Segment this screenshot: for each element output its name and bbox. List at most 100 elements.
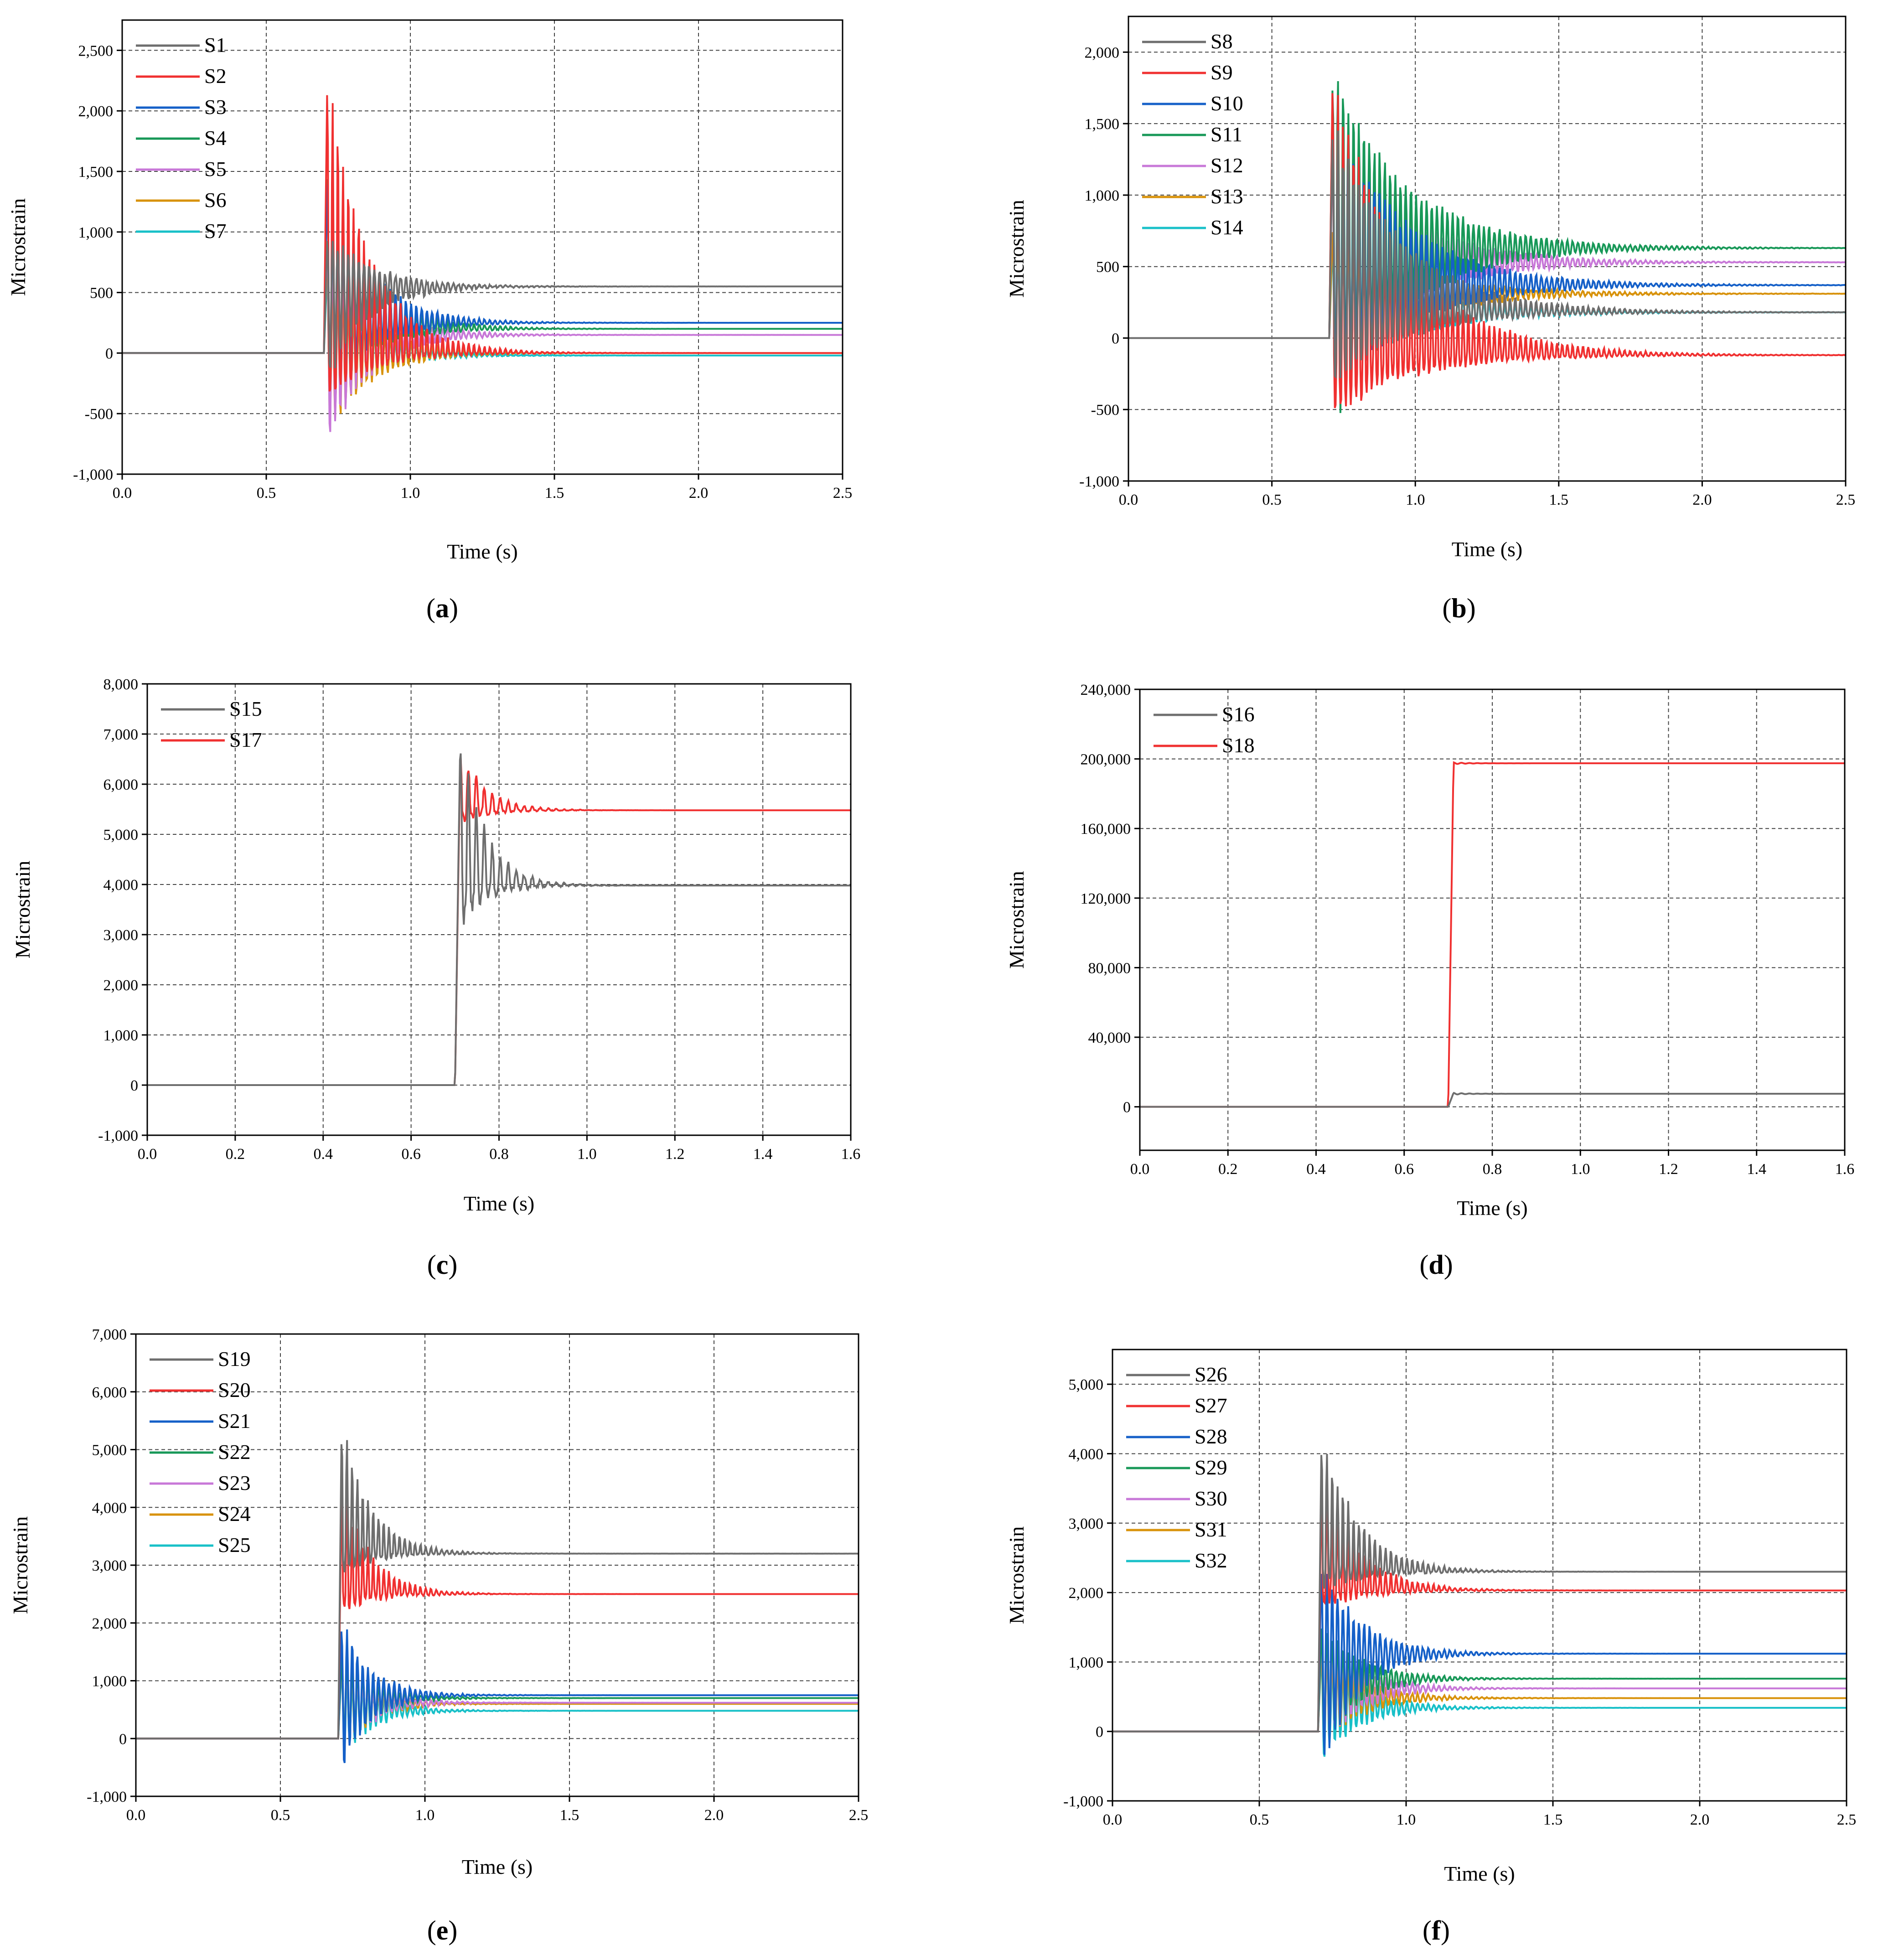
y-tick-label: 3,000 — [92, 1557, 127, 1574]
series-line-s25 — [136, 1669, 859, 1754]
x-tick-label: 1.2 — [1659, 1161, 1678, 1178]
chart-svg-c: 0.0 0.2 0.4 0.6 0.8 1.0 1.2 1.4 1.6 -1,000 0 1,000 2… — [11, 676, 860, 1215]
chart-svg-d: 0.0 0.2 0.4 0.6 0.8 1.0 1.2 1.4 1.6 0 40,000 80,000… — [1005, 682, 1854, 1220]
x-tick-label: 0.5 — [271, 1807, 290, 1824]
x-tick-label: 1.0 — [401, 485, 420, 502]
y-tick-label: -1,000 — [73, 466, 113, 483]
legend-label-s9: S9 — [1211, 61, 1233, 84]
legend-label-s30: S30 — [1195, 1487, 1227, 1510]
chart-panel-a: 0.0 0.5 1.0 1.5 2.0 2.5 -1,000 -500 0 500 1,000 1,5… — [0, 0, 912, 638]
series-line-s29 — [1112, 1628, 1847, 1737]
caption-letter-e: e — [436, 1915, 449, 1945]
series-line-s5 — [122, 241, 843, 432]
x-axis-label: Time (s) — [464, 1192, 535, 1215]
legend-label-s12: S12 — [1211, 154, 1243, 177]
x-axis-label: Time (s) — [447, 540, 518, 563]
legend-label-s25: S25 — [218, 1533, 251, 1557]
y-tick-label: 0 — [1096, 1724, 1103, 1741]
series-line-s26 — [1112, 1453, 1847, 1732]
x-tick-label: 0.0 — [113, 485, 132, 502]
series-line-s21 — [136, 1629, 859, 1763]
x-tick-label: 1.0 — [1397, 1811, 1416, 1828]
legend-label-s16: S16 — [1222, 703, 1255, 726]
x-tick-label: 1.5 — [1543, 1811, 1563, 1828]
gridlines — [136, 1334, 859, 1796]
series-line-s19 — [136, 1440, 859, 1740]
y-tick-label: 5,000 — [92, 1442, 127, 1459]
series-group — [147, 753, 851, 1086]
x-tick-label: 1.5 — [1549, 491, 1569, 508]
x-axis-label: Time (s) — [1457, 1196, 1528, 1220]
chart-panel-b: 0.0 0.5 1.0 1.5 2.0 2.5 -1,000 -500 0 500 1,000 1,5… — [957, 0, 1878, 638]
series-line-s15 — [147, 753, 851, 1086]
chart-panel-c: 0.0 0.2 0.4 0.6 0.8 1.0 1.2 1.4 1.6 -1,000 0 1,000 2… — [0, 657, 912, 1295]
caption-e: (e) — [427, 1915, 458, 1945]
y-tick-label: 1,000 — [1085, 187, 1120, 204]
chart-svg-b: 0.0 0.5 1.0 1.5 2.0 2.5 -1,000 -500 0 500 1,000 1,5… — [1005, 16, 1856, 561]
caption-d: (d) — [1419, 1250, 1453, 1280]
chart-svg-e: 0.0 0.5 1.0 1.5 2.0 2.5 -1,000 0 1,000 2,000 3,000… — [9, 1326, 868, 1878]
x-tick-label: 1.0 — [1571, 1161, 1590, 1178]
y-tick-label: 0 — [1112, 330, 1119, 347]
legend-label-s26: S26 — [1195, 1363, 1227, 1386]
caption-letter-c: c — [436, 1250, 449, 1280]
legend-label-s3: S3 — [204, 95, 227, 119]
x-tick-label: 1.0 — [1406, 491, 1425, 508]
y-tick-label: 1,000 — [103, 1027, 139, 1044]
y-tick-label: 5,000 — [103, 827, 139, 843]
plot-frame — [1128, 16, 1847, 482]
y-tick-label: 0 — [130, 1077, 138, 1094]
legend-label-s15: S15 — [229, 697, 262, 720]
x-tick-label: 1.4 — [753, 1146, 773, 1163]
x-tick-label: 0.5 — [1262, 491, 1282, 508]
legend-label-s18: S18 — [1222, 734, 1255, 757]
legend-label-s5: S5 — [204, 157, 227, 181]
legend-label-s4: S4 — [204, 126, 227, 150]
series-line-s8 — [1128, 130, 1846, 379]
y-tick-label: -500 — [85, 406, 113, 423]
x-tick-label: 1.4 — [1747, 1161, 1767, 1178]
series-line-s16 — [1140, 1091, 1845, 1108]
y-tick-label: -1,000 — [1079, 473, 1119, 490]
legend-label-s6: S6 — [204, 188, 227, 212]
chart-panel-e: 0.0 0.5 1.0 1.5 2.0 2.5 -1,000 0 1,000 2,000 3,000… — [0, 1308, 912, 1947]
y-tick-label: -1,000 — [87, 1789, 127, 1805]
caption-c: (c) — [427, 1250, 458, 1280]
y-axis-label: Microstrain — [1005, 871, 1028, 969]
y-tick-label: 160,000 — [1081, 821, 1131, 838]
legend-label-s24: S24 — [218, 1502, 251, 1526]
x-tick-label: 0.8 — [1483, 1161, 1502, 1178]
legend-label-s31: S31 — [1195, 1518, 1227, 1541]
x-tick-label: 0.0 — [126, 1807, 146, 1824]
y-tick-label: 1,500 — [78, 164, 114, 181]
x-tick-label: 2.0 — [1692, 491, 1712, 508]
gridlines — [1140, 689, 1845, 1150]
x-tick-label: 0.8 — [489, 1146, 509, 1163]
legend-label-s2: S2 — [204, 64, 227, 88]
legend-label-s13: S13 — [1211, 185, 1243, 208]
caption-a: (a) — [426, 593, 458, 623]
y-tick-label: 0 — [1123, 1099, 1131, 1116]
x-tick-label: 0.6 — [1395, 1161, 1414, 1178]
x-tick-label: 0.2 — [226, 1146, 245, 1163]
series-line-s32 — [1112, 1653, 1847, 1757]
series-line-s2 — [122, 95, 843, 392]
x-axis-label: Time (s) — [1452, 538, 1523, 561]
series-line-s22 — [136, 1658, 859, 1746]
x-tick-label: 1.5 — [545, 485, 564, 502]
series-group — [1128, 81, 1846, 413]
y-tick-label: 500 — [1096, 259, 1119, 276]
x-tick-label: 2.5 — [1837, 1811, 1857, 1828]
y-axis-label: Microstrain — [1005, 200, 1028, 298]
x-tick-label: 2.5 — [1836, 491, 1856, 508]
legend-label-s23: S23 — [218, 1471, 251, 1495]
chart-svg-f: 0.0 0.5 1.0 1.5 2.0 2.5 -1,000 0 1,000 2,000 3,000… — [1005, 1349, 1857, 1885]
x-tick-label: 0.6 — [401, 1146, 421, 1163]
legend-label-s8: S8 — [1211, 30, 1233, 53]
legend-label-s29: S29 — [1195, 1456, 1227, 1479]
legend-label-s32: S32 — [1195, 1549, 1227, 1572]
y-tick-label: 0 — [105, 345, 113, 362]
caption-b: (b) — [1442, 593, 1476, 623]
y-tick-label: 240,000 — [1081, 682, 1131, 698]
caption-letter-d: d — [1428, 1250, 1444, 1280]
